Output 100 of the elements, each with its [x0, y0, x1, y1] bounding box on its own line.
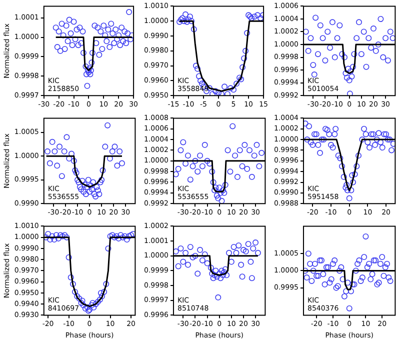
point [204, 158, 210, 164]
point [214, 274, 220, 280]
point [72, 167, 78, 174]
point [330, 144, 336, 151]
point [317, 150, 323, 156]
point [88, 182, 94, 189]
point [118, 160, 125, 166]
point [103, 281, 110, 288]
point [194, 66, 201, 72]
point [339, 163, 346, 170]
point [310, 268, 316, 274]
point [190, 163, 196, 170]
point [210, 275, 216, 282]
point [99, 293, 105, 300]
point [122, 28, 128, 34]
point [244, 30, 250, 36]
point [88, 302, 95, 308]
point [316, 257, 323, 264]
point [204, 260, 210, 266]
point [56, 144, 63, 150]
point [356, 152, 362, 159]
point [304, 136, 310, 143]
point [356, 257, 362, 264]
point [80, 302, 86, 308]
point [221, 190, 228, 196]
point [99, 46, 106, 52]
point [88, 60, 95, 66]
point [60, 233, 66, 240]
point [387, 278, 394, 284]
point [368, 44, 374, 51]
point [101, 288, 108, 295]
point [362, 131, 369, 138]
point [96, 296, 103, 303]
point [380, 272, 387, 279]
point [314, 51, 321, 58]
point [124, 30, 131, 36]
point [209, 168, 216, 175]
point [374, 136, 380, 143]
point [332, 257, 338, 264]
point [372, 257, 379, 264]
point [83, 71, 90, 78]
point [72, 288, 78, 295]
point [245, 241, 252, 247]
point [212, 268, 219, 274]
point [120, 38, 126, 44]
point [69, 42, 76, 48]
point [230, 244, 237, 250]
point [175, 166, 182, 172]
point [66, 254, 72, 260]
point [208, 264, 214, 271]
point [178, 245, 184, 252]
point [73, 170, 80, 176]
point [388, 147, 395, 154]
point [52, 24, 59, 31]
point [202, 142, 208, 148]
point [320, 35, 326, 42]
point [68, 274, 74, 280]
point [190, 254, 196, 260]
point [82, 63, 89, 70]
point [123, 40, 130, 46]
point [104, 38, 110, 44]
point [224, 91, 231, 96]
point [74, 26, 80, 33]
point [94, 24, 101, 31]
point [310, 62, 316, 68]
point [328, 142, 334, 148]
point [187, 244, 194, 250]
point [354, 163, 360, 170]
point [116, 235, 122, 242]
point [78, 186, 84, 192]
point [82, 306, 88, 312]
point [222, 182, 228, 188]
point [180, 258, 186, 265]
point [212, 184, 219, 191]
point [58, 20, 65, 27]
point [350, 64, 356, 70]
point [98, 176, 105, 183]
point [176, 18, 182, 25]
point [341, 293, 348, 300]
point [76, 296, 82, 302]
point [64, 38, 71, 44]
point [181, 18, 187, 24]
point [382, 35, 389, 42]
point [379, 254, 386, 260]
point [380, 54, 386, 60]
point [112, 144, 118, 150]
point [57, 48, 64, 54]
point [234, 80, 240, 87]
point [332, 126, 339, 132]
point [218, 198, 225, 204]
point [366, 260, 372, 267]
point [86, 69, 92, 76]
point [256, 163, 262, 170]
point [75, 42, 82, 48]
point [339, 51, 346, 58]
point [49, 138, 56, 145]
point [323, 264, 330, 270]
point [346, 90, 353, 96]
point [312, 260, 318, 267]
point [215, 195, 222, 202]
